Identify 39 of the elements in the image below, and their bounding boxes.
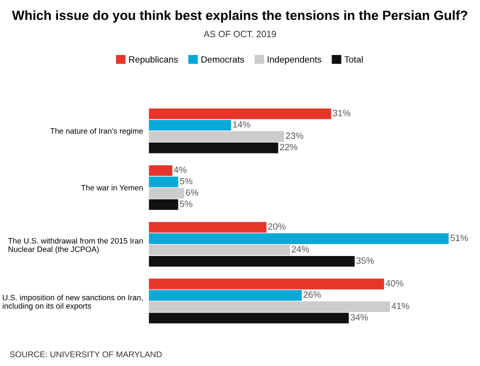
bar (148, 199, 178, 210)
data-label: 6% (186, 189, 198, 196)
data-label: 40% (386, 280, 404, 286)
data-label: 4% (174, 166, 186, 173)
data-label: 51% (450, 234, 468, 242)
data-label: 5% (180, 178, 192, 184)
data-label: 34% (350, 314, 368, 320)
data-label: 5% (180, 200, 192, 208)
bar (148, 312, 349, 324)
bar (148, 256, 355, 267)
bar (148, 131, 284, 142)
bar (148, 120, 232, 131)
bar (148, 278, 384, 290)
chart-subtitle: AS OF OCT. 2019 (204, 30, 276, 38)
bar (148, 290, 302, 301)
bar (148, 301, 390, 312)
bar (148, 244, 290, 256)
data-label: 23% (286, 132, 304, 139)
source-note: SOURCE: UNIVERSITY OF MARYLAND (10, 351, 162, 358)
data-label: 20% (268, 223, 286, 230)
legend-label: Independents (268, 56, 322, 64)
bar (148, 165, 172, 176)
data-label: 14% (233, 121, 250, 128)
bar (148, 176, 178, 188)
chart-title: Which issue do you think best explains the tensions in the Persian Gulf? (12, 10, 468, 23)
data-label: 41% (392, 302, 410, 310)
legend-label: Republicans (129, 56, 178, 64)
data-label: 31% (332, 110, 350, 116)
bar (148, 142, 278, 154)
bar (148, 233, 449, 244)
legend-label: Total (344, 56, 363, 63)
data-label: 24% (292, 246, 310, 252)
bar (148, 222, 266, 233)
bar (148, 108, 332, 120)
legend-label: Democrats (201, 56, 244, 63)
data-label: 22% (280, 144, 298, 150)
data-label: 35% (356, 257, 374, 264)
bar (148, 188, 184, 199)
data-label: 26% (304, 291, 321, 298)
